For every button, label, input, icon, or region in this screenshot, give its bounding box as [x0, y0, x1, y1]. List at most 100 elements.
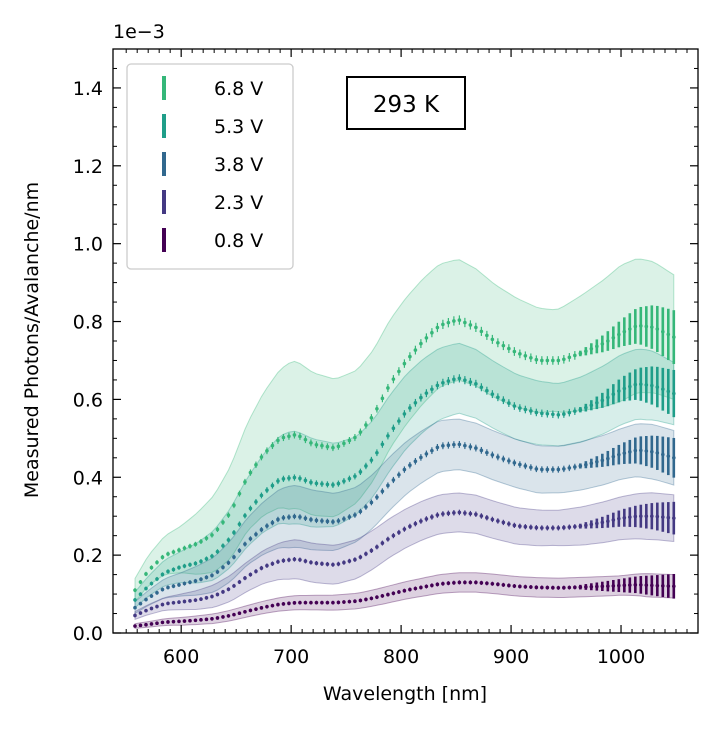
data-point-6-8-V	[287, 432, 291, 440]
data-point-6-8-V	[375, 404, 379, 413]
data-point-0-8-V	[391, 591, 396, 596]
x-axis: 600 700 800 900 1000	[125, 49, 688, 668]
data-point-3-8-V	[567, 464, 572, 472]
data-point-3-8-V	[210, 573, 214, 578]
data-point-3-8-V	[160, 587, 165, 592]
data-point-2-3-V	[606, 514, 610, 528]
data-point-2-3-V	[457, 509, 462, 516]
data-point-0-8-V	[243, 609, 247, 614]
data-point-5-3-V	[661, 367, 665, 411]
data-point-3-8-V	[512, 459, 517, 467]
data-point-6-8-V	[215, 526, 220, 533]
data-point-2-3-V	[138, 611, 143, 615]
data-point-6-8-V	[578, 350, 583, 357]
data-point-6-8-V	[666, 308, 671, 361]
data-point-3-8-V	[545, 466, 550, 473]
legend: 6.8 V 5.3 V 3.8 V 2.3 V 0.8 V	[126, 63, 294, 270]
data-point-5-3-V	[237, 521, 242, 527]
data-point-2-3-V	[347, 558, 352, 564]
y-tick-label: 0.4	[73, 467, 103, 489]
data-point-0-8-V	[507, 583, 511, 588]
data-point-5-3-V	[452, 375, 456, 384]
data-point-6-8-V	[199, 539, 203, 544]
data-point-0-8-V	[523, 584, 528, 589]
data-point-0-8-V	[270, 603, 275, 608]
data-point-6-8-V	[243, 478, 247, 486]
data-point-5-3-V	[628, 372, 632, 401]
data-point-6-8-V	[331, 444, 335, 452]
data-point-6-8-V	[611, 326, 616, 350]
data-point-2-3-V	[600, 516, 605, 529]
data-point-5-3-V	[540, 409, 544, 418]
data-point-0-8-V	[435, 582, 440, 587]
data-point-0-8-V	[221, 615, 225, 619]
data-point-5-3-V	[529, 407, 533, 415]
data-point-6-8-V	[452, 316, 456, 326]
data-point-0-8-V	[540, 585, 544, 590]
data-point-5-3-V	[149, 581, 154, 586]
data-point-5-3-V	[232, 529, 236, 536]
data-point-5-3-V	[666, 368, 671, 414]
y-tick-label: 1.0	[73, 234, 103, 256]
data-point-3-8-V	[347, 514, 352, 520]
data-point-6-8-V	[248, 469, 253, 476]
data-point-0-8-V	[551, 585, 555, 590]
data-point-6-8-V	[210, 532, 214, 538]
data-point-0-8-V	[606, 580, 610, 592]
data-point-5-3-V	[391, 424, 396, 432]
y-tick-label: 0.8	[73, 312, 103, 334]
data-point-2-3-V	[644, 503, 649, 529]
data-point-0-8-V	[364, 597, 368, 602]
data-point-5-3-V	[138, 592, 143, 597]
data-point-5-3-V	[144, 586, 148, 591]
data-point-3-8-V	[606, 450, 610, 467]
data-point-5-3-V	[265, 487, 269, 494]
data-point-6-8-V	[606, 331, 610, 351]
data-point-5-3-V	[171, 567, 176, 572]
data-point-5-3-V	[226, 537, 231, 543]
data-point-6-8-V	[672, 310, 676, 365]
data-point-3-8-V	[672, 437, 676, 478]
data-point-6-8-V	[518, 349, 522, 359]
data-point-0-8-V	[452, 580, 456, 585]
data-point-2-3-V	[303, 558, 308, 564]
data-point-5-3-V	[193, 561, 198, 566]
data-point-3-8-V	[336, 518, 341, 524]
legend-item-2-3-V: 2.3 V	[162, 190, 263, 214]
data-point-2-3-V	[265, 563, 269, 568]
data-point-2-3-V	[430, 514, 434, 520]
data-point-0-8-V	[595, 582, 599, 591]
data-point-3-8-V	[496, 453, 500, 461]
data-point-0-8-V	[314, 600, 319, 605]
data-point-5-3-V	[424, 389, 429, 398]
data-point-6-8-V	[237, 490, 242, 497]
data-point-6-8-V	[496, 338, 500, 348]
data-point-2-3-V	[248, 572, 253, 577]
data-point-2-3-V	[342, 560, 346, 565]
y-axis: 0.0 0.2 0.4 0.6 0.8 1.0 1.2 1.4	[73, 67, 698, 645]
data-point-3-8-V	[171, 584, 176, 589]
data-point-2-3-V	[617, 510, 621, 527]
data-point-0-8-V	[446, 581, 451, 586]
data-point-2-3-V	[452, 510, 456, 516]
data-point-2-3-V	[501, 519, 506, 526]
data-point-3-8-V	[562, 465, 566, 473]
data-point-3-8-V	[314, 517, 319, 524]
data-point-3-8-V	[523, 462, 528, 470]
data-point-0-8-V	[336, 600, 341, 605]
data-point-0-8-V	[380, 593, 385, 598]
data-point-0-8-V	[144, 622, 148, 627]
data-point-0-8-V	[248, 608, 253, 613]
data-point-5-3-V	[523, 405, 528, 414]
data-point-6-8-V	[342, 439, 346, 447]
data-point-2-3-V	[639, 504, 643, 528]
data-point-2-3-V	[221, 589, 225, 594]
data-point-3-8-V	[446, 441, 451, 449]
data-point-0-8-V	[303, 600, 308, 605]
data-point-6-8-V	[144, 571, 148, 577]
data-point-0-8-V	[215, 616, 220, 620]
data-point-5-3-V	[589, 400, 594, 411]
data-point-6-8-V	[303, 436, 308, 444]
data-point-6-8-V	[479, 326, 484, 336]
data-point-6-8-V	[441, 319, 445, 330]
